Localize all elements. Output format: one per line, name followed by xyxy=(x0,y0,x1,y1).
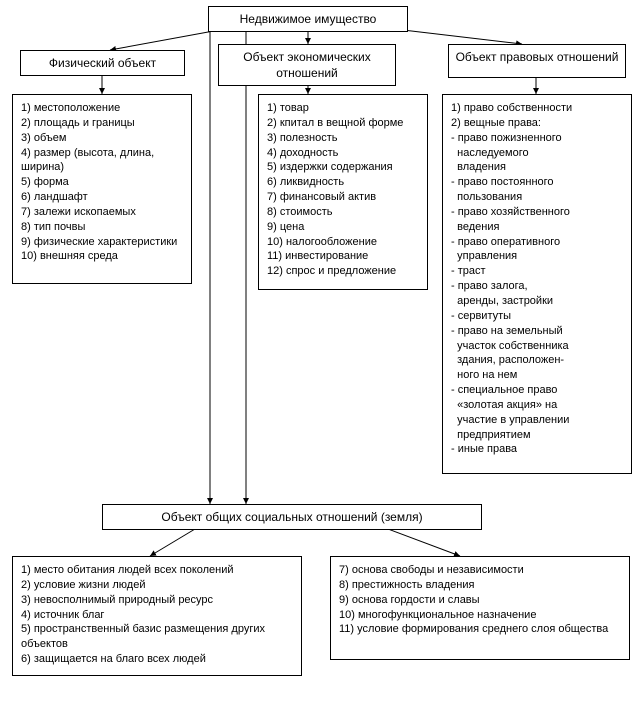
list-item: 8) тип почвы xyxy=(21,220,183,235)
list-item: 9) цена xyxy=(267,220,419,235)
list-item: ного на нем xyxy=(451,368,623,383)
list-item: 9) физические характеристики xyxy=(21,235,183,250)
list-item: - иные права xyxy=(451,442,623,457)
list-item: 8) стоимость xyxy=(267,205,419,220)
list-item: здания, расположен- xyxy=(451,353,623,368)
list-social-right: 7) основа свободы и независимости8) прес… xyxy=(330,556,630,660)
category-physical-label: Физический объект xyxy=(49,56,156,70)
list-item: 7) финансовый актив xyxy=(267,190,419,205)
list-item: 10) многофункциональное назначение xyxy=(339,608,621,623)
list-item: - право оперативного xyxy=(451,235,623,250)
category-social-label: Объект общих социальных отношений (земля… xyxy=(161,510,422,524)
list-item: - право постоянного xyxy=(451,175,623,190)
list-item: 6) ландшафт xyxy=(21,190,183,205)
list-physical: 1) местоположение2) площадь и границы3) … xyxy=(12,94,192,284)
root-node: Недвижимое имущество xyxy=(208,6,408,32)
list-item: 6) защищается на благо всех людей xyxy=(21,652,293,667)
list-item: 1) товар xyxy=(267,101,419,116)
category-legal: Объект правовых отношений xyxy=(448,44,626,78)
category-legal-label: Объект правовых отношений xyxy=(456,50,619,64)
list-item: участок собственника xyxy=(451,339,623,354)
list-item: 11) условие формирования среднего слоя о… xyxy=(339,622,621,637)
list-item: 6) ликвидность xyxy=(267,175,419,190)
category-economic: Объект экономических отношений xyxy=(218,44,396,86)
list-item: 2) кпитал в вещной форме xyxy=(267,116,419,131)
list-item: 7) залежи ископаемых xyxy=(21,205,183,220)
list-item: 10) внешняя среда xyxy=(21,249,183,264)
list-item: 2) вещные права: xyxy=(451,116,623,131)
list-item: 3) объем xyxy=(21,131,183,146)
list-item: предприятием xyxy=(451,428,623,443)
list-item: - право пожизненного xyxy=(451,131,623,146)
list-item: 4) размер (высота, длина, ширина) xyxy=(21,146,183,176)
list-item: 4) источник благ xyxy=(21,608,293,623)
list-item: аренды, застройки xyxy=(451,294,623,309)
list-item: 3) полезность xyxy=(267,131,419,146)
list-item: ведения xyxy=(451,220,623,235)
root-label: Недвижимое имущество xyxy=(240,12,377,26)
list-item: 9) основа гордости и славы xyxy=(339,593,621,608)
list-item: - право на земельный xyxy=(451,324,623,339)
list-item: 1) право собственности xyxy=(451,101,623,116)
list-item: 10) налогообложение xyxy=(267,235,419,250)
list-item: 5) пространственный базис размещения дру… xyxy=(21,622,293,652)
list-item: 4) доходность xyxy=(267,146,419,161)
category-economic-label: Объект экономических отношений xyxy=(243,50,371,80)
list-item: 8) престижность владения xyxy=(339,578,621,593)
list-item: 5) форма xyxy=(21,175,183,190)
list-item: 5) издержки содержания xyxy=(267,160,419,175)
list-item: 2) площадь и границы xyxy=(21,116,183,131)
list-item: 3) невосполнимый природный ресурс xyxy=(21,593,293,608)
list-item: наследуемого xyxy=(451,146,623,161)
list-item: 11) инвестирование xyxy=(267,249,419,264)
list-legal: 1) право собственности2) вещные права:- … xyxy=(442,94,632,474)
list-item: - право залога, xyxy=(451,279,623,294)
list-item: управления xyxy=(451,249,623,264)
list-item: 1) местоположение xyxy=(21,101,183,116)
list-item: - траст xyxy=(451,264,623,279)
list-item: 12) спрос и предложение xyxy=(267,264,419,279)
list-item: 1) место обитания людей всех поколений xyxy=(21,563,293,578)
list-item: участие в управлении xyxy=(451,413,623,428)
list-item: пользования xyxy=(451,190,623,205)
category-physical: Физический объект xyxy=(20,50,185,76)
list-item: 2) условие жизни людей xyxy=(21,578,293,593)
list-item: - специальное право xyxy=(451,383,623,398)
list-item: - право хозяйственного xyxy=(451,205,623,220)
list-item: владения xyxy=(451,160,623,175)
list-item: 7) основа свободы и независимости xyxy=(339,563,621,578)
list-item: «золотая акция» на xyxy=(451,398,623,413)
list-item: - сервитуты xyxy=(451,309,623,324)
list-economic: 1) товар2) кпитал в вещной форме3) полез… xyxy=(258,94,428,290)
category-social: Объект общих социальных отношений (земля… xyxy=(102,504,482,530)
list-social-left: 1) место обитания людей всех поколений2)… xyxy=(12,556,302,676)
